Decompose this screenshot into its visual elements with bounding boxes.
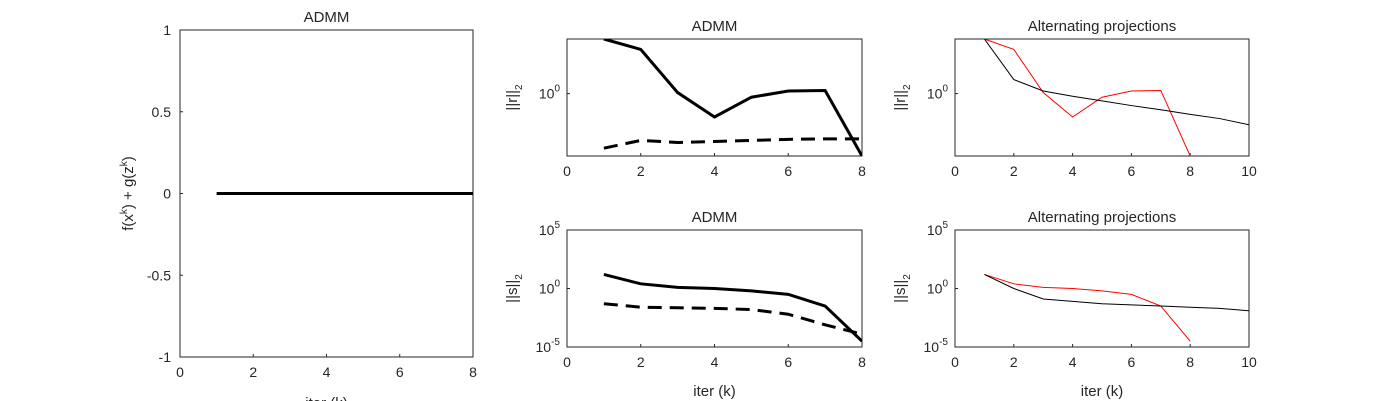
x-tick-label: 6 — [1128, 354, 1136, 370]
series-line-admm — [984, 39, 1191, 156]
x-tick-label: 10 — [1241, 354, 1257, 370]
y-tick-exponent: 0 — [942, 84, 948, 95]
x-tick-label: 8 — [1186, 354, 1194, 370]
y-label-subscript: 2 — [902, 274, 913, 280]
y-label-subscript: 2 — [514, 84, 525, 90]
x-tick-label: 10 — [1241, 163, 1257, 179]
y-tick-label: 105 — [927, 220, 949, 238]
y-axis-label: f(xk) + g(zk) — [119, 156, 137, 231]
y-tick-label: 10-5 — [924, 337, 949, 355]
y-tick-label: 100 — [927, 84, 949, 102]
y-tick-base: 10 — [536, 339, 552, 355]
y-tick-label: 100 — [539, 84, 561, 102]
plot-area — [566, 38, 863, 157]
x-tick-label: 6 — [396, 364, 404, 380]
y-axis-label: ||r||2 — [504, 84, 525, 111]
y-tick-base: 10 — [539, 222, 555, 238]
y-tick-label: 10-5 — [536, 337, 561, 355]
y-tick-label: -1 — [159, 349, 172, 365]
x-tick-label: 6 — [784, 163, 792, 179]
x-tick-label: 6 — [1128, 163, 1136, 179]
series-line-alternating-projections — [984, 274, 1249, 312]
y-tick-exponent: 5 — [942, 220, 948, 231]
y-tick-label: 100 — [927, 279, 949, 297]
y-tick-exponent: -5 — [939, 337, 948, 348]
x-tick-label: 8 — [858, 354, 866, 370]
y-tick-exponent: 0 — [554, 279, 560, 290]
y-tick-base: 10 — [539, 281, 555, 297]
y-label-part: ||s|| — [504, 280, 521, 303]
x-tick-label: 4 — [1069, 354, 1077, 370]
x-tick-label: 6 — [784, 354, 792, 370]
x-tick-label: 0 — [563, 163, 571, 179]
x-tick-label: 4 — [1069, 163, 1077, 179]
y-tick-base: 10 — [539, 86, 555, 102]
y-label-part: f(x — [120, 214, 137, 231]
y-tick-exponent: 0 — [942, 279, 948, 290]
x-axis-label: iter (k) — [1081, 383, 1124, 400]
y-tick-label: 100 — [539, 279, 561, 297]
y-label-superscript: k — [119, 160, 130, 166]
y-tick-base: 10 — [924, 339, 940, 355]
x-tick-label: 0 — [951, 163, 959, 179]
y-label-part: ||r|| — [504, 90, 521, 111]
y-tick-label: -0.5 — [147, 267, 171, 283]
y-axis-label: ||s||2 — [504, 274, 525, 303]
x-tick-label: 2 — [1010, 354, 1018, 370]
x-tick-label: 0 — [951, 354, 959, 370]
chart-title: Alternating projections — [1028, 18, 1176, 35]
series-line-primal-residual — [603, 39, 862, 156]
chart-title: ADMM — [304, 9, 350, 26]
chart-title: ADMM — [692, 18, 738, 35]
series-line-dual-residual — [603, 273, 862, 343]
series-line-admm — [984, 273, 1191, 342]
y-label-subscript: 2 — [902, 84, 913, 90]
x-tick-label: 0 — [563, 354, 571, 370]
x-tick-label: 4 — [711, 163, 719, 179]
plot-area — [954, 229, 1250, 348]
x-tick-label: 8 — [469, 364, 477, 380]
y-axis-label: ||s||2 — [892, 274, 913, 303]
y-tick-exponent: 5 — [554, 220, 560, 231]
y-label-part: ||s|| — [892, 280, 909, 303]
series-line-alternating-projections — [983, 39, 1249, 126]
y-tick-exponent: 0 — [554, 84, 560, 95]
y-tick-label: 0 — [163, 186, 171, 202]
y-label-subscript: 2 — [514, 274, 525, 280]
y-tick-base: 10 — [927, 86, 943, 102]
y-label-part: ) + g(z — [120, 166, 137, 209]
y-axis-label: ||r||2 — [892, 84, 913, 111]
y-tick-base: 10 — [927, 222, 943, 238]
y-tick-label: 105 — [539, 220, 561, 238]
chart-title: Alternating projections — [1028, 209, 1176, 226]
y-label-part: ||r|| — [892, 90, 909, 111]
y-label-superscript: k — [119, 208, 130, 214]
x-tick-label: 2 — [249, 364, 257, 380]
y-label-part: ) — [120, 156, 137, 161]
y-tick-label: 1 — [163, 22, 171, 38]
x-tick-label: 8 — [1186, 163, 1194, 179]
y-tick-exponent: -5 — [551, 337, 560, 348]
x-tick-label: 2 — [1010, 163, 1018, 179]
x-tick-label: 8 — [858, 163, 866, 179]
y-tick-base: 10 — [927, 281, 943, 297]
x-tick-label: 0 — [176, 364, 184, 380]
x-axis-label: iter (k) — [305, 395, 348, 401]
chart-title: ADMM — [692, 209, 738, 226]
y-tick-label: 0.5 — [152, 104, 172, 120]
x-tick-label: 2 — [637, 354, 645, 370]
dual-residual-altproj-panel: Alternating projections 0 2 4 6 8 1010-510010… — [892, 209, 1257, 400]
x-tick-label: 4 — [711, 354, 719, 370]
x-tick-label: 2 — [637, 163, 645, 179]
x-axis-label: iter (k) — [693, 383, 736, 400]
x-tick-label: 4 — [323, 364, 331, 380]
